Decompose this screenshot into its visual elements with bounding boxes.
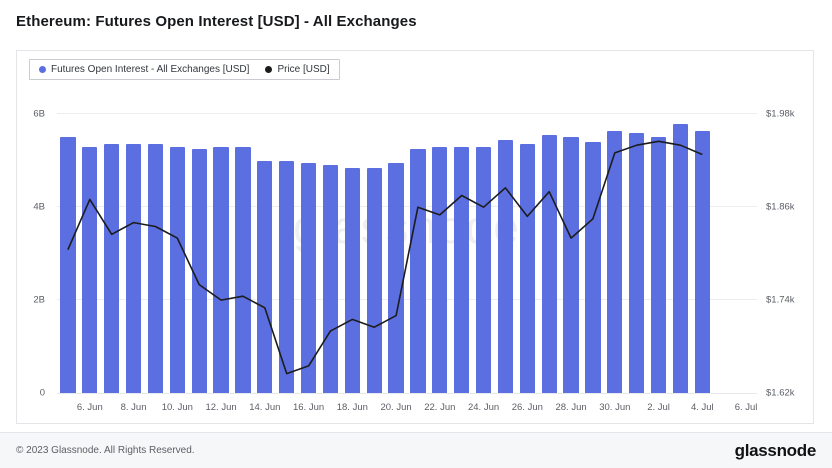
x-axis-label: 6. Jun — [76, 402, 103, 413]
open-interest-bar[interactable] — [388, 163, 404, 393]
x-axis: 6. Jun 8. Jun 10. Jun 12. Jun 14. Jun 16. Jun… — [57, 397, 758, 419]
open-interest-bar[interactable] — [432, 146, 448, 393]
open-interest-bar[interactable] — [344, 167, 360, 393]
gridline — [57, 299, 757, 301]
open-interest-bar[interactable] — [125, 144, 142, 393]
x-axis-label: 24. Jun — [467, 402, 500, 413]
x-axis-label: 10. Jun — [161, 402, 193, 413]
gridlines-layer — [57, 91, 757, 393]
x-axis-label: 4. Jul — [690, 402, 714, 413]
price-line — [67, 140, 703, 375]
x-axis-label: 16. Jun — [292, 402, 325, 413]
open-interest-bar[interactable] — [672, 123, 689, 393]
open-interest-bar[interactable] — [147, 144, 164, 393]
legend-dot — [265, 66, 273, 73]
open-interest-bar[interactable] — [169, 146, 185, 393]
legend-dot — [39, 66, 46, 73]
left-axis-label: 0 — [39, 387, 45, 399]
x-axis-label: 18. Jun — [336, 402, 368, 413]
right-axis-label: $1.98k — [766, 108, 795, 120]
open-interest-bar[interactable] — [650, 137, 667, 393]
open-interest-bar[interactable] — [257, 160, 273, 393]
open-interest-bar[interactable] — [629, 132, 645, 393]
open-interest-bar[interactable] — [104, 144, 120, 393]
open-interest-bar[interactable] — [410, 149, 426, 393]
gridline — [57, 113, 757, 115]
legend-item[interactable]: Price [USD] — [265, 64, 330, 75]
open-interest-bar[interactable] — [694, 130, 710, 393]
x-axis-label: 12. Jun — [205, 402, 237, 413]
page-title: Ethereum: Futures Open Interest [USD] - … — [16, 13, 417, 30]
open-interest-bar[interactable] — [475, 146, 492, 393]
right-axis-label: $1.74k — [766, 294, 795, 306]
right-axis-label: $1.86k — [766, 201, 795, 213]
left-axis: 0 2B 4B 6B — [17, 91, 51, 399]
left-axis-label: 4B — [33, 201, 45, 213]
copyright-text: © 2023 Glassnode. All Rights Reserved. — [16, 445, 195, 456]
footer: © 2023 Glassnode. All Rights Reserved. g… — [0, 432, 832, 468]
x-axis-label: 14. Jun — [249, 402, 281, 413]
open-interest-bar[interactable] — [300, 163, 317, 393]
open-interest-bar[interactable] — [366, 167, 382, 393]
glassnode-logo: glassnode — [734, 440, 817, 460]
x-axis-label: 8. Jun — [120, 402, 147, 413]
x-axis-label: 26. Jun — [511, 402, 543, 413]
legend-label: Price [USD] — [277, 64, 330, 75]
x-axis-label: 20. Jun — [380, 402, 412, 413]
x-axis-label: 22. Jun — [424, 402, 456, 413]
open-interest-bar[interactable] — [519, 144, 535, 393]
x-axis-label: 30. Jun — [599, 402, 631, 413]
open-interest-bar[interactable] — [607, 130, 623, 393]
x-axis-label: 2. Jul — [647, 402, 670, 413]
plot-area: glassnode — [57, 91, 757, 394]
legend-item[interactable]: Futures Open Interest - All Exchanges [U… — [39, 64, 249, 75]
open-interest-bar[interactable] — [213, 146, 229, 393]
right-axis: $1.62k $1.74k $1.86k $1.98k — [759, 91, 813, 399]
open-interest-bar[interactable] — [60, 137, 76, 393]
x-axis-label: 28. Jun — [555, 402, 587, 413]
chart-legend: Futures Open Interest - All Exchanges [U… — [29, 59, 340, 80]
price-line-layer — [67, 140, 703, 375]
chart-card: Futures Open Interest - All Exchanges [U… — [16, 50, 814, 424]
left-axis-label: 2B — [33, 294, 45, 306]
bars-layer — [57, 91, 757, 393]
open-interest-bar[interactable] — [279, 160, 295, 393]
open-interest-bar[interactable] — [497, 139, 514, 393]
open-interest-bar[interactable] — [454, 146, 470, 393]
right-axis-label: $1.62k — [766, 387, 795, 399]
gridline — [57, 206, 757, 208]
legend-label: Futures Open Interest - All Exchanges [U… — [51, 64, 250, 75]
x-axis-label: 6. Jul — [734, 402, 758, 413]
open-interest-bar[interactable] — [235, 146, 251, 393]
open-interest-bar[interactable] — [563, 137, 579, 393]
left-axis-label: 6B — [33, 108, 45, 120]
open-interest-bar[interactable] — [191, 149, 207, 393]
